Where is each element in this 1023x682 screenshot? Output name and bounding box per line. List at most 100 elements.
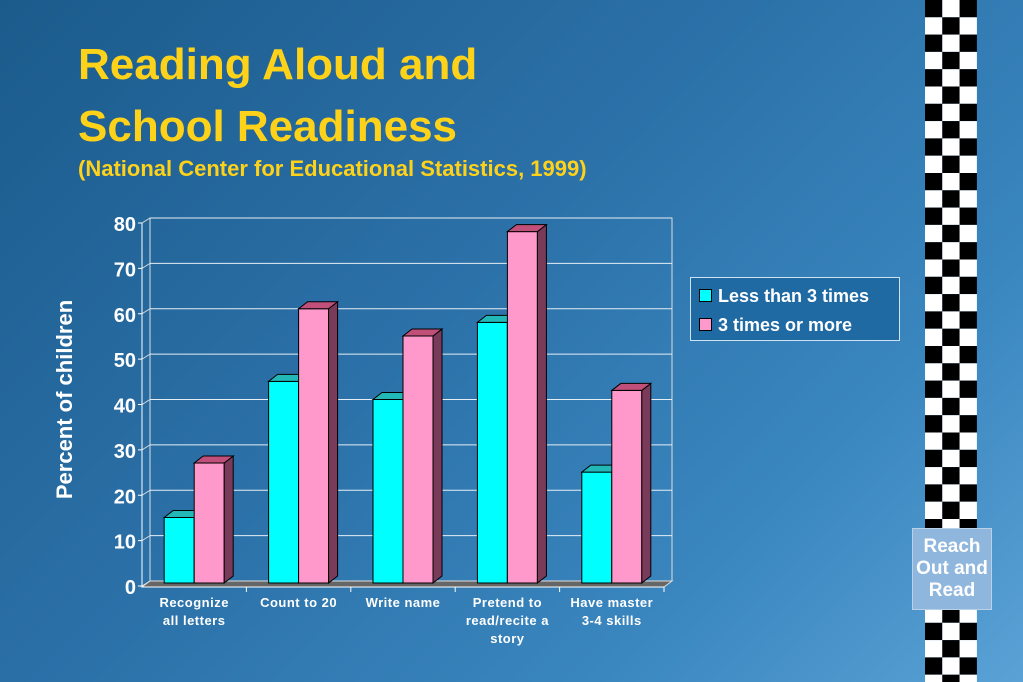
legend-label-series1: Less than 3 times <box>718 286 870 306</box>
checker-square <box>959 363 977 381</box>
checker-square <box>925 311 943 329</box>
checker-square <box>959 328 977 346</box>
checker-square <box>942 294 960 312</box>
checker-square <box>925 328 943 346</box>
bar-2 <box>611 389 643 584</box>
x-tick-label: Count to 20 <box>260 595 337 610</box>
checker-square <box>925 224 943 243</box>
checker-square <box>925 484 943 502</box>
checker-square <box>925 34 943 52</box>
checker-square <box>959 103 977 122</box>
checker-square <box>942 173 960 191</box>
legend-label-series2: 3 times or more <box>718 315 853 335</box>
checker-square <box>925 276 943 295</box>
y-tick-diag <box>141 535 151 542</box>
y-tick-diag <box>141 580 151 587</box>
checker-square <box>942 380 960 398</box>
checker-square <box>925 86 943 104</box>
y-tick-label: 80 <box>114 214 136 236</box>
checker-square <box>942 121 960 139</box>
y-tick-label: 40 <box>114 396 136 418</box>
checker-square <box>925 657 943 675</box>
checker-square <box>959 242 977 260</box>
checker-square <box>925 397 943 416</box>
legend-swatch-series1 <box>699 288 712 302</box>
bar-top-2 <box>192 455 235 464</box>
y-tick-label: 20 <box>114 486 136 508</box>
checker-square <box>942 640 960 658</box>
y-tick-label: 50 <box>114 350 136 372</box>
checker-square <box>942 224 960 243</box>
checker-square <box>959 415 977 433</box>
checker-square <box>925 363 943 381</box>
y-tick-diag <box>141 399 151 405</box>
bar-side-2 <box>223 455 234 585</box>
checker-square <box>942 467 960 485</box>
checker-square <box>959 501 977 519</box>
y-tick-diag <box>141 217 151 224</box>
bar-top-2 <box>610 382 653 391</box>
checker-square <box>959 173 977 191</box>
bar-2 <box>193 462 225 584</box>
checker-square <box>925 155 943 173</box>
bar-1 <box>581 471 613 584</box>
checker-square <box>959 276 977 295</box>
checker-square <box>959 397 977 416</box>
checker-square <box>942 0 960 18</box>
legend-item-series2: 3 times or more <box>699 315 852 336</box>
x-tick-label: Write name <box>366 595 441 610</box>
checker-square <box>942 657 960 675</box>
checker-square <box>942 346 960 364</box>
checker-square <box>959 259 977 277</box>
checker-square <box>925 138 943 156</box>
checker-square <box>959 484 977 502</box>
checker-square <box>925 294 943 312</box>
checker-square <box>959 657 977 675</box>
checker-square <box>942 484 960 502</box>
checker-square <box>925 346 943 364</box>
checker-square <box>942 34 960 52</box>
checker-square <box>959 51 977 70</box>
slide-title-line1: Reading Aloud and <box>78 40 478 89</box>
checker-square <box>925 622 943 641</box>
checker-square <box>942 51 960 70</box>
checker-square <box>925 415 943 433</box>
checker-square <box>959 138 977 156</box>
checker-square <box>942 311 960 329</box>
checker-square <box>959 207 977 225</box>
bar-1 <box>372 399 404 584</box>
bar-top-2 <box>297 301 340 310</box>
y-tick-diag <box>141 444 151 451</box>
checker-square <box>942 86 960 104</box>
y-tick-label: 10 <box>114 532 136 554</box>
checker-square <box>959 0 977 18</box>
checker-square <box>942 207 960 225</box>
reach-out-and-read-logo: Reach Out and Read <box>912 528 992 610</box>
logo-line1: Reach <box>923 536 981 557</box>
y-tick-diag <box>141 262 151 269</box>
x-tick-label: Recognize <box>159 595 229 610</box>
checker-square <box>925 674 943 682</box>
checker-square <box>959 467 977 485</box>
checker-square <box>942 155 960 173</box>
checker-square <box>942 622 960 641</box>
bar-2 <box>402 335 434 584</box>
checker-square <box>959 69 977 87</box>
checker-square <box>959 640 977 658</box>
checker-square <box>942 415 960 433</box>
checker-square <box>925 259 943 277</box>
bar-side-2 <box>641 382 652 585</box>
x-tick-label: all letters <box>163 613 226 628</box>
checker-square <box>925 103 943 122</box>
legend-swatch-series2 <box>699 317 712 331</box>
legend-item-series1: Less than 3 times <box>699 286 869 307</box>
checker-square <box>942 449 960 468</box>
checker-square <box>959 311 977 329</box>
checker-square <box>925 432 943 450</box>
bar-side-2 <box>432 327 443 585</box>
checker-square <box>959 380 977 398</box>
bar-side-2 <box>328 300 339 585</box>
checker-square <box>959 121 977 139</box>
checker-square <box>942 190 960 208</box>
